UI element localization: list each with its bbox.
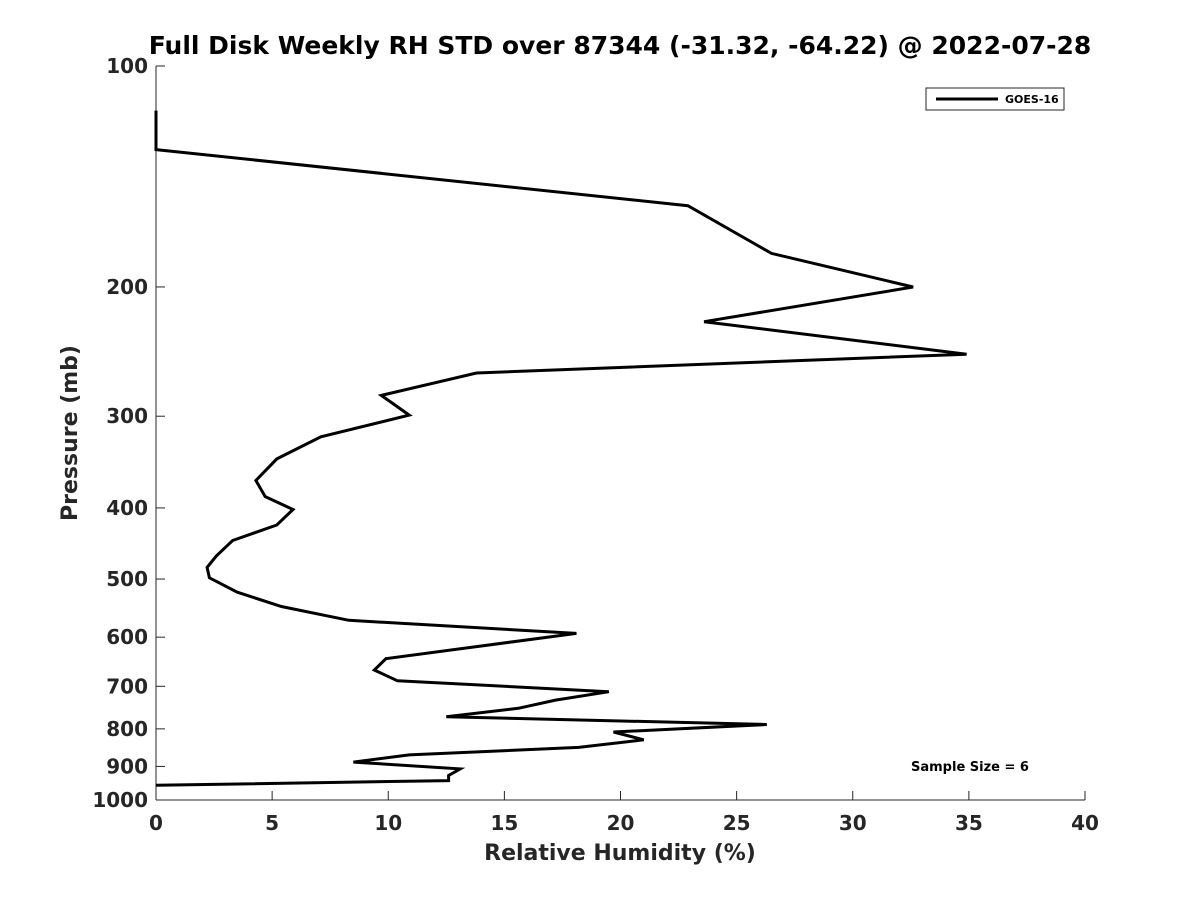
series-layer xyxy=(154,110,967,787)
x-tick-label: 15 xyxy=(490,811,518,835)
y-tick-label: 700 xyxy=(106,674,148,698)
x-tick-label: 30 xyxy=(839,811,867,835)
x-tick-label: 35 xyxy=(955,811,983,835)
y-tick-label: 600 xyxy=(106,625,148,649)
y-tick-label: 900 xyxy=(106,754,148,778)
x-ticks: 0 5 10 15 20 25 30 35 40 xyxy=(149,791,1099,835)
y-tick-label: 100 xyxy=(106,54,148,78)
y-tick-label: 300 xyxy=(106,404,148,428)
chart-title: Full Disk Weekly RH STD over 87344 (-31.… xyxy=(149,31,1092,60)
legend: GOES-16 xyxy=(925,87,1065,111)
x-tick-label: 0 xyxy=(149,811,163,835)
x-axis-label: Relative Humidity (%) xyxy=(484,841,756,866)
y-axis-label: Pressure (mb) xyxy=(58,345,83,521)
y-ticks: 100 200 300 400 500 600 700 800 900 1000 xyxy=(92,54,165,812)
legend-label: GOES-16 xyxy=(1005,93,1059,106)
x-tick-label: 40 xyxy=(1071,811,1099,835)
x-tick-label: 20 xyxy=(607,811,635,835)
y-tick-label: 400 xyxy=(106,496,148,520)
x-tick-label: 10 xyxy=(374,811,402,835)
y-tick-label: 1000 xyxy=(92,788,148,812)
x-tick-label: 25 xyxy=(723,811,751,835)
series-line-goes-16 xyxy=(154,110,967,787)
y-tick-label: 800 xyxy=(106,717,148,741)
x-tick-label: 5 xyxy=(265,811,279,835)
sample-size-annotation: Sample Size = 6 xyxy=(911,760,1029,775)
axes: 0 5 10 15 20 25 30 35 40 100 200 300 400 500 600 700 80… xyxy=(92,54,1099,835)
y-tick-label: 500 xyxy=(106,567,148,591)
y-tick-label: 200 xyxy=(106,275,148,299)
